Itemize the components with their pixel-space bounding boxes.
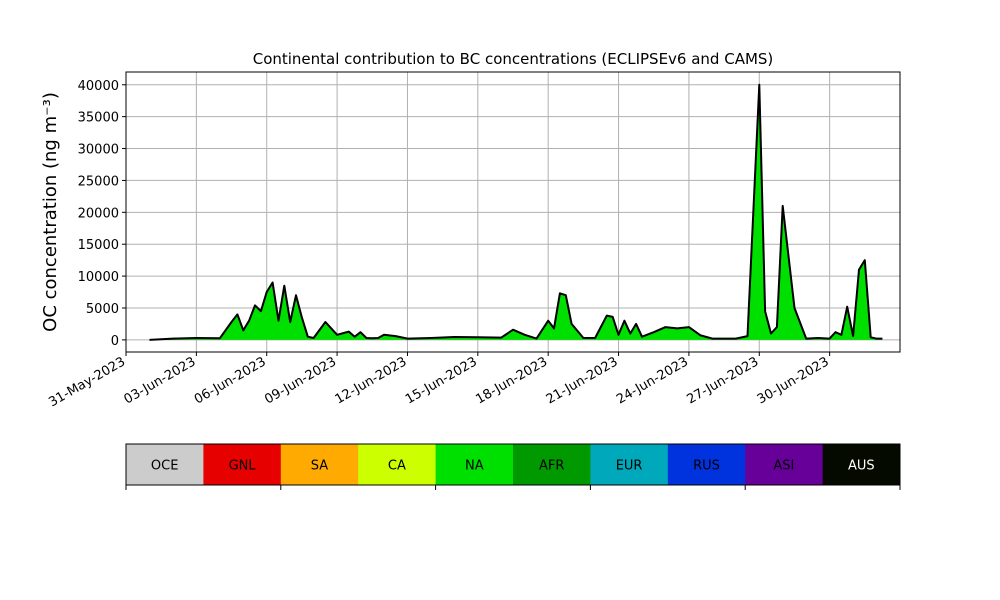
legend-label: AFR	[539, 459, 564, 474]
y-tick-label: 15000	[78, 238, 119, 253]
legend-swatch-sa	[280, 444, 359, 485]
x-tick-label: 24-Jun-2023	[614, 354, 691, 407]
legend-frame	[125, 443, 901, 486]
x-tick-label: 31-May-2023	[46, 354, 128, 410]
legend-swatch-ca	[358, 444, 437, 485]
legend-swatch-gnl	[203, 444, 282, 485]
chart-title: Continental contribution to BC concentra…	[253, 50, 774, 68]
y-tick-label: 5000	[86, 302, 119, 317]
y-tick-label: 40000	[78, 79, 119, 94]
y-tick-label: 35000	[78, 111, 119, 126]
x-tick-label: 27-Jun-2023	[684, 354, 761, 407]
legend-label: EUR	[616, 459, 643, 474]
total-outline	[149, 83, 883, 341]
x-tick-label: 06-Jun-2023	[192, 354, 269, 407]
legend-label: AUS	[848, 459, 875, 474]
legend-label: GNL	[229, 459, 257, 474]
legend-swatch-na	[435, 444, 514, 485]
x-tick-label: 18-Jun-2023	[473, 354, 550, 407]
x-tick-label: 15-Jun-2023	[403, 354, 480, 407]
x-tick-label: 03-Jun-2023	[122, 354, 199, 407]
legend-label: SA	[311, 459, 328, 474]
legend-colorbar: OCE GNL SA CA NA AFR EUR RUS ASI AUS	[125, 443, 901, 490]
x-axis-ticks: 31-May-202303-Jun-202306-Jun-202309-Jun-…	[46, 352, 832, 410]
legend-swatch-rus	[667, 444, 746, 485]
y-tick-label: 10000	[78, 270, 119, 285]
legend-swatch-asi	[745, 444, 824, 485]
x-tick-label: 12-Jun-2023	[333, 354, 410, 407]
y-tick-label: 25000	[78, 174, 119, 189]
x-tick-label: 09-Jun-2023	[262, 354, 339, 407]
y-axis-ticks: 0 5000 10000 15000 20000 25000 30000 35000 40000	[78, 79, 126, 349]
legend-label: CA	[388, 459, 406, 474]
legend-label: NA	[465, 459, 484, 474]
legend-label: ASI	[773, 459, 794, 474]
legend-swatch-eur	[590, 444, 669, 485]
legend-label: RUS	[693, 459, 720, 474]
legend-swatch-oce	[126, 444, 204, 485]
area-series	[149, 83, 883, 341]
x-tick-label: 21-Jun-2023	[544, 354, 621, 407]
y-tick-label: 20000	[78, 206, 119, 221]
y-tick-label: 30000	[78, 143, 119, 158]
legend-label: OCE	[151, 459, 179, 474]
y-axis-label: OC concentration (ng m⁻³)	[40, 92, 61, 332]
y-tick-label: 0	[111, 334, 119, 349]
legend-swatch-afr	[513, 444, 591, 485]
x-tick-label: 30-Jun-2023	[755, 354, 832, 407]
legend-swatch-aus	[822, 444, 901, 485]
